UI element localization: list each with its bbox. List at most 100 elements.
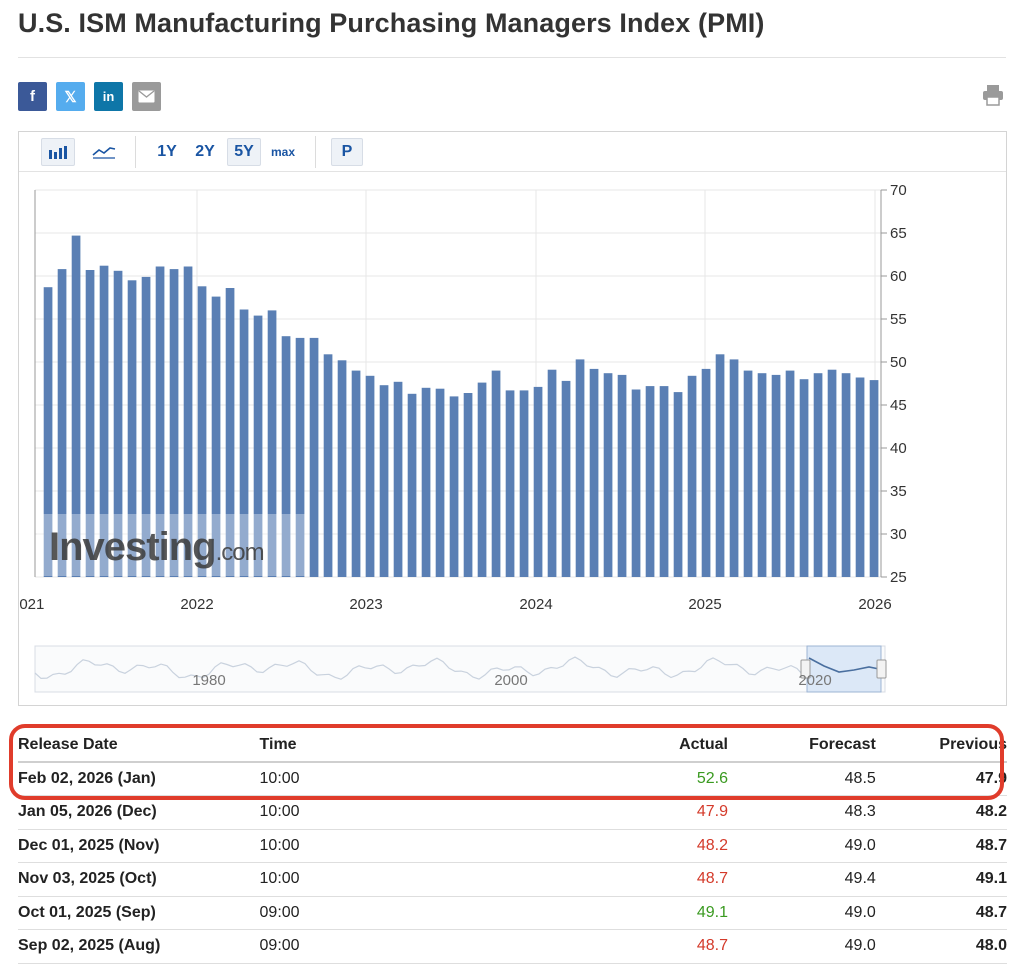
toolbar-divider [135,136,136,168]
email-share-button[interactable] [132,82,161,111]
header-time[interactable]: Time [259,729,551,763]
toolbar-divider [315,136,316,168]
table-header-row: Release Date Time Actual Forecast Previo… [18,729,1007,763]
bar [547,369,557,577]
linkedin-share-button[interactable]: in [94,82,123,111]
pmi-bar-chart: 25 30 35 40 45 50 55 60 65 70 Investing.com 2021 202… [19,182,907,693]
bar [309,337,319,577]
print-button[interactable] [982,84,1004,106]
facebook-share-button[interactable]: f [18,82,47,111]
header-forecast[interactable]: Forecast [727,729,876,763]
facebook-icon: f [30,88,35,105]
time-cell: 09:00 [259,929,551,964]
forecast-cell: 49.4 [727,862,876,897]
bar [421,387,431,577]
bar [715,354,725,577]
forecast-cell: 49.0 [727,829,876,863]
bar [379,385,389,577]
range-max-button[interactable]: max [270,145,296,159]
x-tick-label: 2021 [19,596,44,613]
table-row: Dec 01, 2025 (Nov) 10:00 48.2 49.0 48.7 [18,829,1007,863]
release-date-cell: Sep 02, 2025 (Aug) [18,929,260,964]
previous-cell: 48.0 [875,929,1007,964]
x-tick-label: 2022 [180,596,213,613]
bar [841,373,851,577]
printer-icon [983,85,1003,106]
range-2y-button[interactable]: 2Y [195,143,215,160]
bar [253,315,263,577]
header-actual[interactable]: Actual [551,729,728,763]
bar [869,380,879,577]
forecast-cell: 49.0 [727,896,876,930]
y-tick-label: 30 [890,526,907,543]
bar [183,266,193,577]
actual-cell: 49.1 [551,896,728,930]
line-chart-button[interactable] [87,138,121,166]
bar [771,374,781,577]
navigator-right-handle [876,659,887,679]
bar [855,377,865,577]
previous-cell: 48.7 [875,896,1007,930]
bar [505,390,515,577]
bar [687,375,697,577]
forecast-cell: 48.3 [727,795,876,830]
bar [799,379,809,577]
x-share-button[interactable]: 𝕏 [56,82,85,111]
range-5y-button[interactable]: 5Y [227,138,261,166]
bar [127,280,137,577]
bar [85,270,95,577]
navigator-track [34,645,886,693]
actual-cell: 48.7 [551,929,728,964]
bar [701,368,711,577]
release-history-table: Release Date Time Actual Forecast Previo… [18,729,1007,964]
chart-panel: 1Y 2Y 5Y max P 25 30 35 40 45 50 55 60 65 70 Inves… [18,131,1007,706]
bar [169,269,179,577]
table-row: Jan 05, 2026 (Dec) 10:00 47.9 48.3 48.2 [18,795,1007,830]
header-previous[interactable]: Previous [875,729,1007,763]
bar [43,287,53,577]
bar [757,373,767,577]
bar-chart-button[interactable] [41,138,75,166]
actual-cell: 48.2 [551,829,728,863]
title-divider [18,57,1006,58]
y-tick-label: 35 [890,483,907,500]
bar [463,393,473,577]
table-row: Oct 01, 2025 (Sep) 09:00 49.1 49.0 48.7 [18,896,1007,930]
navigator-selected-line [808,657,880,673]
header-release-date[interactable]: Release Date [18,729,260,763]
p-button[interactable]: P [331,138,363,166]
previous-cell: 47.9 [875,762,1007,796]
y-tick-label: 70 [890,182,907,199]
bar [491,370,501,577]
range-1y-button[interactable]: 1Y [157,143,177,160]
bar [337,360,347,577]
release-date-cell: Nov 03, 2025 (Oct) [18,862,260,897]
bar [827,369,837,577]
x-tick-label: 2025 [688,596,721,613]
release-date-cell: Feb 02, 2026 (Jan) [18,762,260,796]
bar [295,337,305,577]
x-tick-label: 2023 [349,596,382,613]
bar [435,388,445,577]
bar [57,269,67,577]
table-row: Feb 02, 2026 (Jan) 10:00 52.6 48.5 47.9 [18,762,1007,796]
navigator-label: 1980 [192,672,225,689]
bar [785,370,795,577]
bar [323,354,333,577]
bar [281,336,291,577]
bar [393,381,403,577]
navigator-left-handle [800,659,811,679]
previous-cell: 48.2 [875,795,1007,830]
bar [477,382,487,577]
bar [407,393,417,577]
actual-cell: 48.7 [551,862,728,897]
navigator-history-line [34,656,816,680]
y-tick-label: 40 [890,440,907,457]
bar [813,373,823,577]
bar [71,235,81,577]
navigator-label: 2020 [798,672,831,689]
bar [659,386,669,577]
release-date-cell: Oct 01, 2025 (Sep) [18,896,260,930]
navigator-label: 2000 [494,672,527,689]
bar [673,392,683,577]
